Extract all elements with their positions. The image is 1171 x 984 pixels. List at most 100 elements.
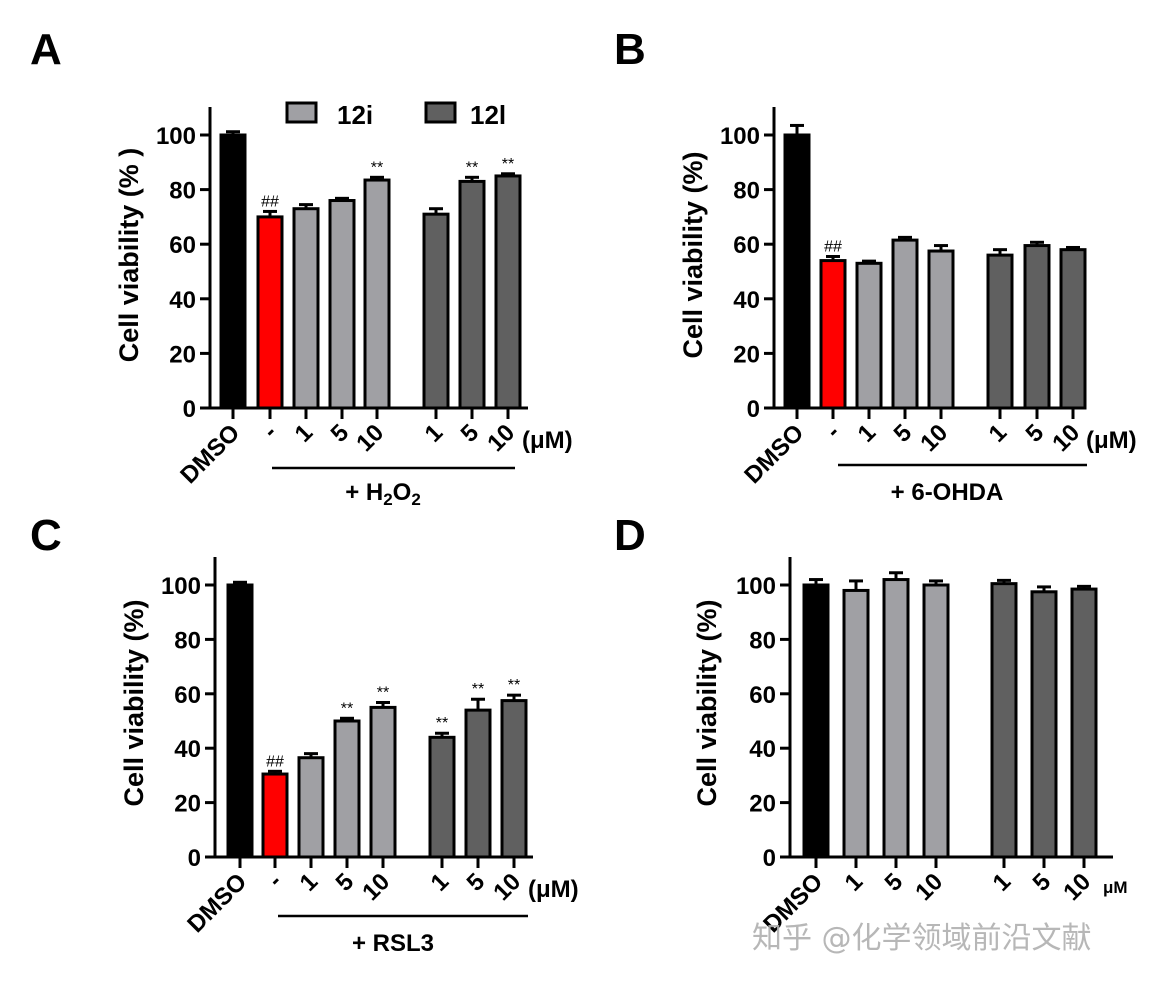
- y-tick-label: 40: [169, 287, 196, 314]
- bar-model: [819, 259, 847, 410]
- bar-12l: [1030, 590, 1058, 859]
- bar-12i: [891, 238, 919, 410]
- x-tick-label: 1: [420, 419, 449, 448]
- treatment-label: + RSL3: [352, 930, 434, 957]
- bar-12l: [1059, 248, 1087, 410]
- watermark-text: 知乎 @化学领域前沿文献: [752, 921, 1092, 956]
- x-tick-label: 1: [290, 419, 319, 448]
- y-tick-label: 0: [763, 845, 776, 872]
- y-tick-label: 40: [174, 736, 201, 763]
- bar-12l: [464, 708, 492, 859]
- x-tick-label: 1: [988, 868, 1017, 897]
- y-tick-label: 0: [747, 396, 760, 423]
- y-tick-label: 20: [733, 341, 760, 368]
- x-tick-label: 10: [482, 419, 520, 457]
- panel-letter: C: [30, 511, 62, 560]
- bar-12i: [855, 261, 883, 410]
- y-tick-label: 100: [156, 123, 196, 150]
- significance-label: **: [436, 715, 448, 732]
- x-tick-label: 5: [1021, 419, 1050, 448]
- x-tick-label: 5: [889, 419, 918, 448]
- y-tick-label: 80: [733, 178, 760, 205]
- bar-12i: [927, 249, 955, 410]
- significance-label: **: [377, 685, 389, 702]
- unit-label: μM: [1103, 878, 1128, 897]
- y-tick-label: 100: [736, 573, 776, 600]
- x-tick-label: 10: [1058, 868, 1096, 906]
- x-tick-label: 10: [915, 419, 953, 457]
- bar-dmso: [783, 133, 811, 410]
- bar-12i: [297, 756, 325, 859]
- significance-label: ##: [266, 753, 284, 770]
- bar-dmso: [219, 133, 247, 410]
- unit-label: (μM): [528, 876, 579, 903]
- bar-12l: [1070, 587, 1098, 859]
- bar-12l: [428, 735, 456, 859]
- x-tick-label: 10: [351, 419, 389, 457]
- x-tick-label: 10: [910, 868, 948, 906]
- legend-label: 12i: [337, 100, 373, 130]
- y-tick-label: 20: [749, 791, 776, 818]
- y-tick-label: 40: [749, 736, 776, 763]
- x-tick-label: 10: [1047, 419, 1085, 457]
- y-axis-title: Cell viability (% ): [114, 148, 144, 363]
- x-tick-label: 10: [488, 868, 526, 906]
- x-tick-label: 10: [357, 868, 395, 906]
- significance-label: **: [508, 677, 520, 694]
- x-tick-label: DMSO: [739, 419, 809, 489]
- bar-12l: [500, 699, 528, 859]
- y-axis-title: Cell viability (%): [119, 599, 149, 806]
- y-tick-label: 80: [169, 178, 196, 205]
- x-tick-label: -: [820, 419, 845, 444]
- significance-label: **: [502, 156, 514, 173]
- unit-label: (μM): [1086, 427, 1137, 454]
- y-tick-label: 40: [733, 287, 760, 314]
- bar-12l: [458, 179, 486, 410]
- bar-12i: [369, 705, 397, 859]
- significance-label: **: [472, 681, 484, 698]
- y-tick-label: 100: [161, 573, 201, 600]
- y-axis-title: Cell viability (%): [678, 151, 708, 358]
- bar-12i: [328, 199, 356, 410]
- panel-letter: A: [30, 25, 62, 74]
- y-tick-label: 100: [720, 123, 760, 150]
- bar-12l: [1023, 244, 1051, 410]
- bar-12i: [842, 588, 870, 859]
- bar-12i: [292, 207, 320, 410]
- x-tick-label: 5: [880, 868, 909, 897]
- x-tick-label: 5: [462, 868, 491, 897]
- x-tick-label: DMSO: [182, 868, 252, 938]
- legend-swatch-12i: [285, 101, 318, 124]
- y-tick-label: 60: [174, 682, 201, 709]
- legend-swatch-12l: [424, 101, 457, 124]
- panel-a: A 0 20 40 60 80 100 Cell viability (% ) DMSO - ## 1…: [30, 25, 573, 509]
- y-tick-label: 60: [749, 682, 776, 709]
- y-tick-label: 60: [169, 232, 196, 259]
- x-tick-label: 5: [456, 419, 485, 448]
- significance-label: **: [466, 159, 478, 176]
- bar-12l: [422, 212, 450, 410]
- bar-12i: [882, 578, 910, 859]
- x-tick-label: 1: [295, 868, 324, 897]
- y-tick-label: 0: [183, 396, 196, 423]
- bar-12l: [986, 253, 1014, 410]
- bar-12l: [494, 174, 522, 410]
- significance-label: **: [341, 700, 353, 717]
- x-tick-label: DMSO: [175, 419, 245, 489]
- x-tick-label: 5: [1028, 868, 1057, 897]
- panel-letter: D: [614, 511, 646, 560]
- treatment-label: + 6-OHDA: [891, 479, 1004, 506]
- bar-12i: [333, 719, 361, 859]
- bar-model: [261, 772, 289, 859]
- legend-label: 12l: [470, 100, 506, 130]
- y-tick-label: 80: [749, 627, 776, 654]
- x-tick-label: 5: [326, 419, 355, 448]
- x-tick-label: 1: [840, 868, 869, 897]
- bar-dmso: [226, 583, 254, 859]
- unit-label: (μM): [522, 427, 573, 454]
- bar-12i: [363, 178, 391, 410]
